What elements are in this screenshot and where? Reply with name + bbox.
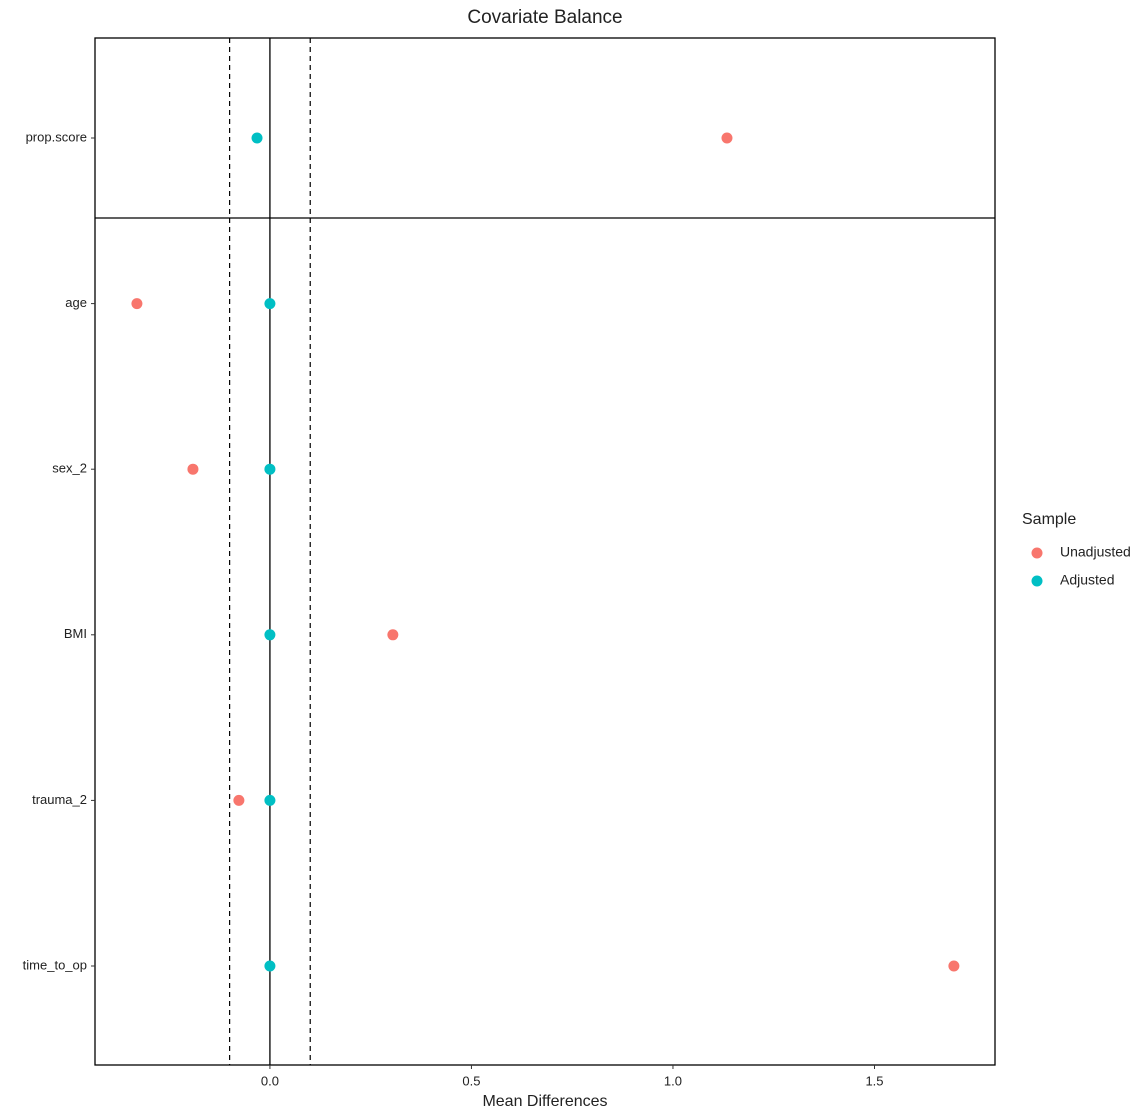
legend-label: Unadjusted — [1060, 544, 1131, 560]
plot-border — [94, 37, 996, 1066]
legend-title: Sample — [1022, 511, 1076, 528]
x-tick-label: 1.0 — [664, 1073, 682, 1088]
y-tick-label: age — [65, 295, 87, 310]
x-tick-label: 0.0 — [261, 1073, 279, 1088]
point — [264, 463, 276, 475]
point — [131, 298, 143, 310]
point — [264, 960, 276, 972]
point — [264, 629, 276, 641]
point — [721, 132, 733, 144]
legend-label: Adjusted — [1060, 572, 1114, 588]
legend-marker — [1031, 575, 1043, 587]
y-tick-label: time_to_op — [23, 957, 87, 972]
chart-title: Covariate Balance — [467, 7, 622, 28]
x-tick-label: 0.5 — [462, 1073, 480, 1088]
point — [387, 629, 399, 641]
point — [187, 463, 199, 475]
point — [948, 960, 960, 972]
x-tick-label: 1.5 — [865, 1073, 883, 1088]
y-tick-label: prop.score — [26, 129, 87, 144]
y-tick-label: trauma_2 — [32, 792, 87, 807]
point — [233, 794, 245, 806]
point — [264, 298, 276, 310]
point — [251, 132, 263, 144]
legend-marker — [1031, 547, 1043, 559]
x-axis-title: Mean Differences — [482, 1093, 607, 1110]
y-tick-label: BMI — [64, 626, 87, 641]
point — [264, 794, 276, 806]
y-tick-label: sex_2 — [52, 461, 87, 476]
